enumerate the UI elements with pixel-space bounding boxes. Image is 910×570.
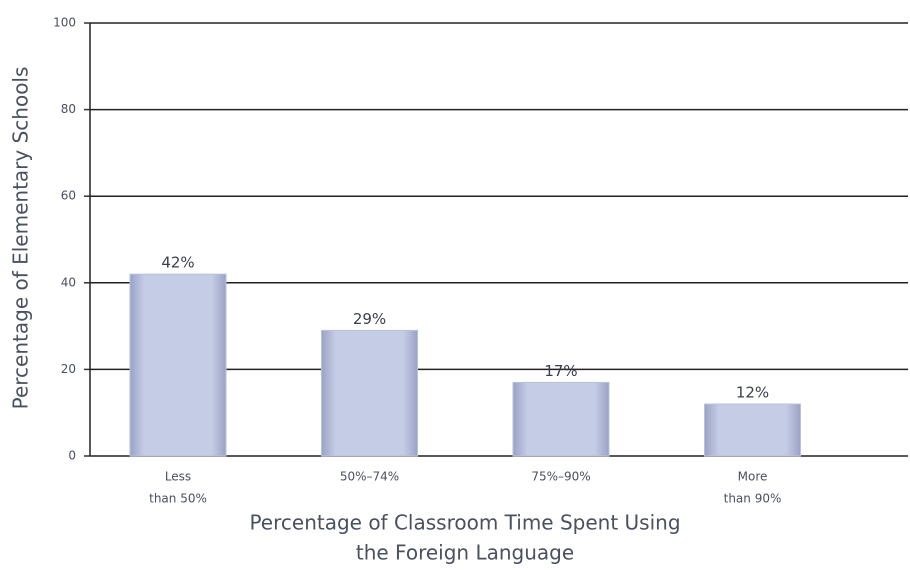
x-tick-label: 50%–74% xyxy=(340,470,399,484)
x-axis-title: Percentage of Classroom Time Spent Using xyxy=(249,511,680,535)
y-tick-label: 60 xyxy=(61,189,76,203)
value-label: 12% xyxy=(736,384,769,402)
x-tick-label: than 90% xyxy=(724,492,782,506)
x-tick-label: More xyxy=(738,470,768,484)
y-tick-label: 80 xyxy=(61,102,76,116)
y-tick-label: 0 xyxy=(68,449,76,463)
bar xyxy=(512,381,610,457)
bar xyxy=(321,329,418,457)
bar xyxy=(129,273,227,457)
x-axis-title: the Foreign Language xyxy=(356,541,574,565)
x-tick-label: than 50% xyxy=(149,492,207,506)
bar xyxy=(704,403,801,457)
value-label: 42% xyxy=(161,254,194,272)
y-tick-label: 40 xyxy=(61,275,76,289)
y-axis-title: Percentage of Elementary Schools xyxy=(9,67,33,410)
x-tick-label: 75%–90% xyxy=(531,470,590,484)
y-tick-label: 20 xyxy=(61,362,76,376)
value-label: 29% xyxy=(353,310,386,328)
y-tick-label: 100 xyxy=(53,16,76,30)
x-tick-label: Less xyxy=(165,470,191,484)
value-label: 17% xyxy=(544,362,577,380)
